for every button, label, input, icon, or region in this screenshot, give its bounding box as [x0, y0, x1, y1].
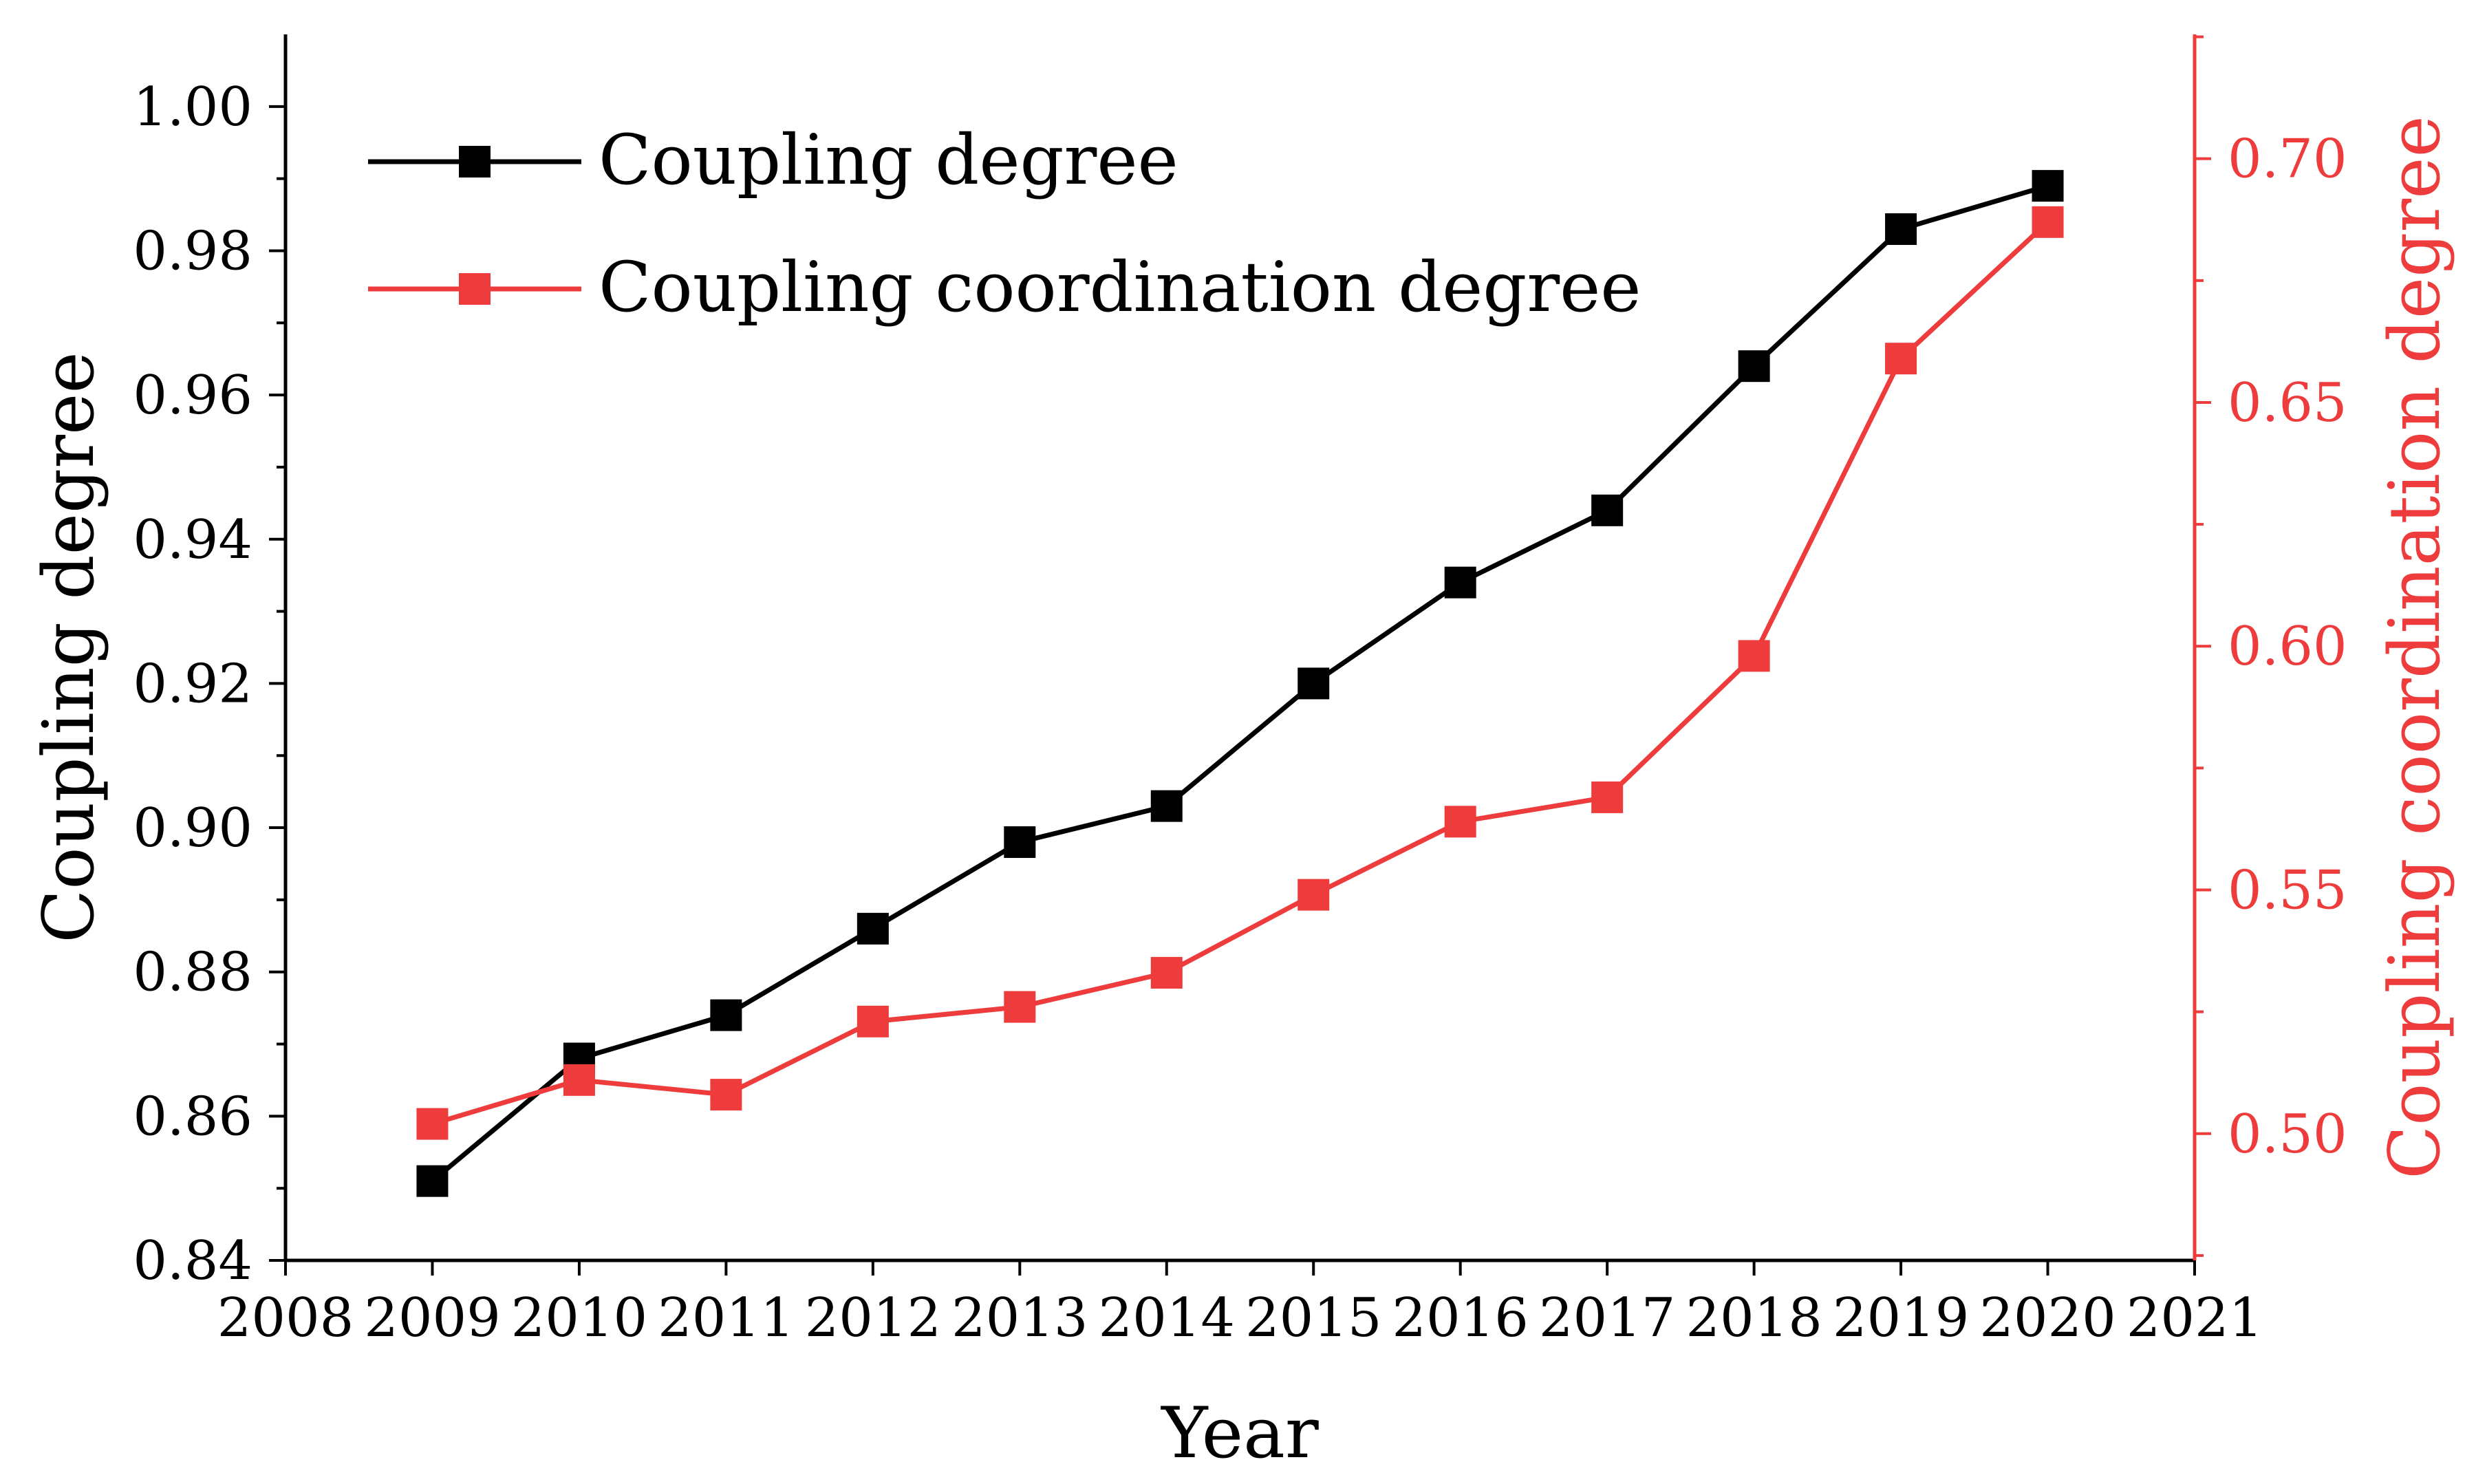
y-tick-label: 0.96	[133, 365, 252, 427]
y2-tick-label: 0.50	[2228, 1104, 2347, 1165]
data-point-series-1	[1004, 826, 1036, 859]
x-tick-label: 2009	[364, 1287, 501, 1349]
y-tick-label: 0.92	[133, 653, 252, 715]
series-line-1	[431, 183, 2049, 1183]
x-tick-label: 2013	[951, 1287, 1088, 1349]
data-point-series-1	[1885, 213, 1917, 246]
legend: Coupling degree Coupling coordination deg…	[368, 120, 1641, 327]
y2-tick-label: 0.60	[2228, 616, 2347, 678]
data-point-series-1	[1150, 790, 1183, 822]
data-point-series-1	[1738, 350, 1770, 383]
data-point-series-2	[1150, 956, 1183, 989]
legend-label-1: Coupling degree	[599, 120, 1178, 200]
legend-marker-1	[459, 146, 491, 178]
x-tick-label: 2017	[1539, 1287, 1676, 1349]
data-point-series-2	[1444, 806, 1476, 838]
y-tick-label: 0.84	[133, 1230, 252, 1292]
y-tick-label: 0.98	[133, 220, 252, 282]
data-point-series-2	[1298, 879, 1330, 911]
y-tick-label: 0.90	[133, 797, 252, 859]
legend-label-2: Coupling coordination degree	[599, 247, 1641, 327]
x-tick-label: 2016	[1392, 1287, 1529, 1349]
data-point-series-2	[1738, 640, 1770, 672]
y-axis-title: Coupling degree	[28, 352, 110, 943]
data-point-series-2	[1591, 781, 1624, 813]
data-point-series-1	[1298, 667, 1330, 700]
x-tick-label: 2019	[1833, 1287, 1970, 1349]
y2-tick-label: 0.55	[2228, 860, 2347, 922]
y-tick-label: 0.88	[133, 942, 252, 1004]
data-point-series-1	[710, 999, 742, 1031]
y2-tick-label: 0.65	[2228, 372, 2347, 434]
data-point-series-2	[2032, 206, 2064, 238]
x-tick-label: 2020	[1979, 1287, 2116, 1349]
legend-marker-2	[459, 273, 491, 305]
x-tick-label: 2015	[1245, 1287, 1382, 1349]
x-tick-label: 2011	[658, 1287, 795, 1349]
y2-tick-label: 0.70	[2228, 129, 2347, 191]
x-axis-title: Year	[1160, 1392, 1319, 1474]
data-point-series-2	[1885, 343, 1917, 375]
x-tick-label: 2018	[1686, 1287, 1822, 1349]
data-point-series-2	[416, 1108, 449, 1140]
data-point-series-2	[1004, 991, 1036, 1023]
data-point-series-1	[1591, 494, 1624, 526]
series-layer	[416, 170, 2064, 1197]
x-tick-label: 2008	[217, 1287, 354, 1349]
data-point-series-1	[1444, 566, 1476, 599]
data-point-series-1	[857, 912, 889, 945]
data-point-series-2	[857, 1005, 889, 1037]
data-point-series-2	[710, 1079, 742, 1111]
data-point-series-1	[416, 1165, 449, 1197]
y-tick-label: 1.00	[133, 76, 252, 138]
x-tick-label: 2012	[805, 1287, 942, 1349]
series-line-2	[431, 220, 2049, 1126]
x-tick-label: 2010	[511, 1287, 648, 1349]
x-tick-label: 2021	[2127, 1287, 2263, 1349]
y-tick-label: 0.94	[133, 509, 252, 571]
x-tick-label: 2014	[1099, 1287, 1236, 1349]
data-point-series-2	[563, 1064, 595, 1096]
data-point-series-1	[2032, 170, 2064, 202]
y-tick-label: 0.86	[133, 1086, 252, 1148]
axes-layer: 2008 2009 2010 2011 2012 2013 2014 2015 2016 2017…	[133, 34, 2347, 1349]
y2-axis-title: Coupling coordination degree	[2374, 116, 2456, 1179]
